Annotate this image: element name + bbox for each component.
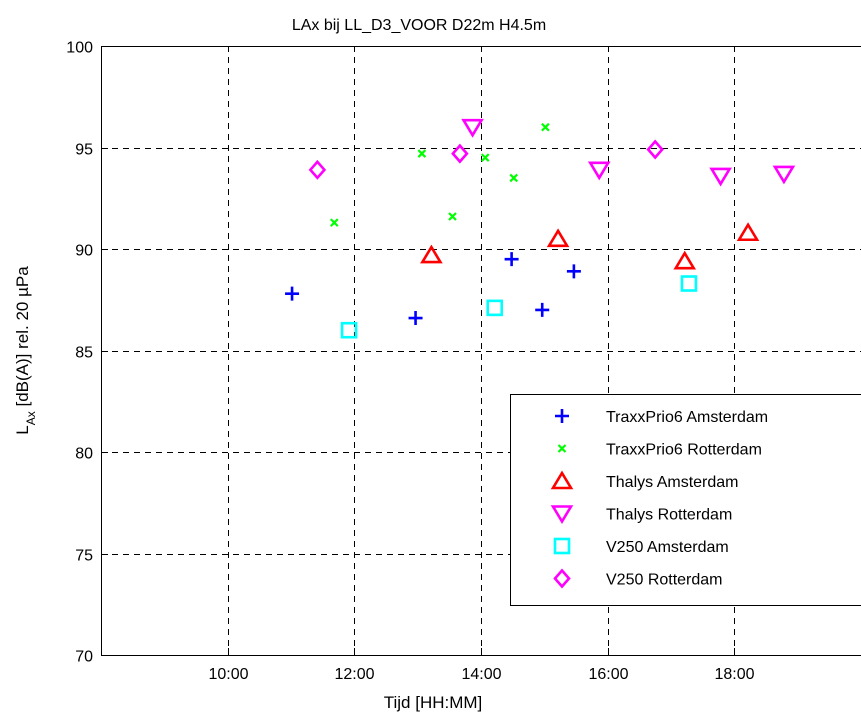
data-point-x bbox=[330, 218, 339, 227]
x-tick-label: 12:00 bbox=[334, 666, 374, 683]
y-tick-label: 90 bbox=[75, 243, 93, 260]
y-tick-label: 95 bbox=[75, 142, 93, 159]
y-tick-label: 85 bbox=[75, 345, 93, 362]
grid bbox=[101, 46, 861, 655]
y-axis-label-rest: [dB(A)] rel. 20 µPa bbox=[13, 266, 32, 411]
data-point-diamond bbox=[451, 143, 469, 164]
legend-marker bbox=[557, 444, 567, 453]
legend-label: Thalys Amsterdam bbox=[606, 474, 738, 491]
data-points bbox=[285, 118, 796, 339]
data-point-triangle-down bbox=[461, 118, 484, 138]
y-tick-label: 75 bbox=[75, 548, 93, 565]
data-point-square bbox=[340, 321, 358, 339]
axis-ticks: 70 75 80 85 90 95 100 10:00 12:00 14:00 16:00 18:00 bbox=[66, 40, 754, 684]
legend-marker bbox=[550, 505, 574, 525]
data-point-diamond bbox=[646, 139, 664, 160]
legend-label: Thalys Rotterdam bbox=[606, 507, 732, 524]
data-point-square bbox=[486, 299, 504, 317]
legend-label: TraxxPrio6 Amsterdam bbox=[606, 409, 768, 426]
y-tick-label: 80 bbox=[75, 446, 93, 463]
legend-marker bbox=[553, 537, 571, 555]
data-point-triangle-up bbox=[673, 250, 697, 270]
x-axis-label: Tijd [HH:MM] bbox=[384, 693, 483, 712]
data-point-plus bbox=[535, 302, 550, 317]
legend-label: V250 Rotterdam bbox=[606, 572, 723, 589]
data-point-x bbox=[448, 212, 457, 221]
y-tick-label: 100 bbox=[66, 40, 93, 57]
data-point-diamond bbox=[308, 159, 327, 180]
data-point-triangle-up bbox=[420, 244, 443, 264]
data-point-triangle-down bbox=[587, 161, 611, 181]
data-point-x bbox=[480, 153, 490, 162]
data-point-triangle-down bbox=[772, 165, 796, 185]
data-point-x bbox=[541, 122, 550, 132]
y-axis-label: LAx [dB(A)] rel. 20 µPa bbox=[13, 266, 38, 435]
x-tick-label: 14:00 bbox=[461, 666, 501, 683]
chart-title: LAx bij LL_D3_VOOR D22m H4.5m bbox=[292, 17, 546, 34]
x-tick-label: 10:00 bbox=[208, 666, 248, 683]
data-point-plus bbox=[504, 252, 519, 267]
y-axis-label-sub: Ax bbox=[24, 411, 38, 425]
data-point-square bbox=[680, 275, 698, 292]
data-point-triangle-up bbox=[546, 228, 570, 248]
data-point-triangle-down bbox=[709, 167, 732, 187]
legend-box bbox=[510, 394, 861, 606]
data-point-x bbox=[417, 149, 427, 158]
legend-label: TraxxPrio6 Rotterdam bbox=[606, 442, 762, 459]
data-point-plus bbox=[566, 264, 581, 279]
x-tick-label: 16:00 bbox=[588, 666, 628, 683]
y-axis-label-main: L bbox=[13, 425, 32, 434]
y-tick-label: 70 bbox=[75, 649, 93, 666]
data-point-x bbox=[509, 173, 518, 183]
legend: TraxxPrio6 Amsterdam TraxxPrio6 Rotterdam… bbox=[510, 394, 861, 606]
x-tick-label: 18:00 bbox=[714, 666, 754, 683]
legend-marker bbox=[555, 409, 569, 423]
legend-label: V250 Amsterdam bbox=[606, 539, 729, 556]
data-point-triangle-up bbox=[736, 222, 760, 242]
legend-marker bbox=[553, 568, 571, 589]
data-point-plus bbox=[285, 286, 300, 301]
data-point-plus bbox=[408, 311, 423, 326]
legend-marker bbox=[550, 470, 574, 490]
